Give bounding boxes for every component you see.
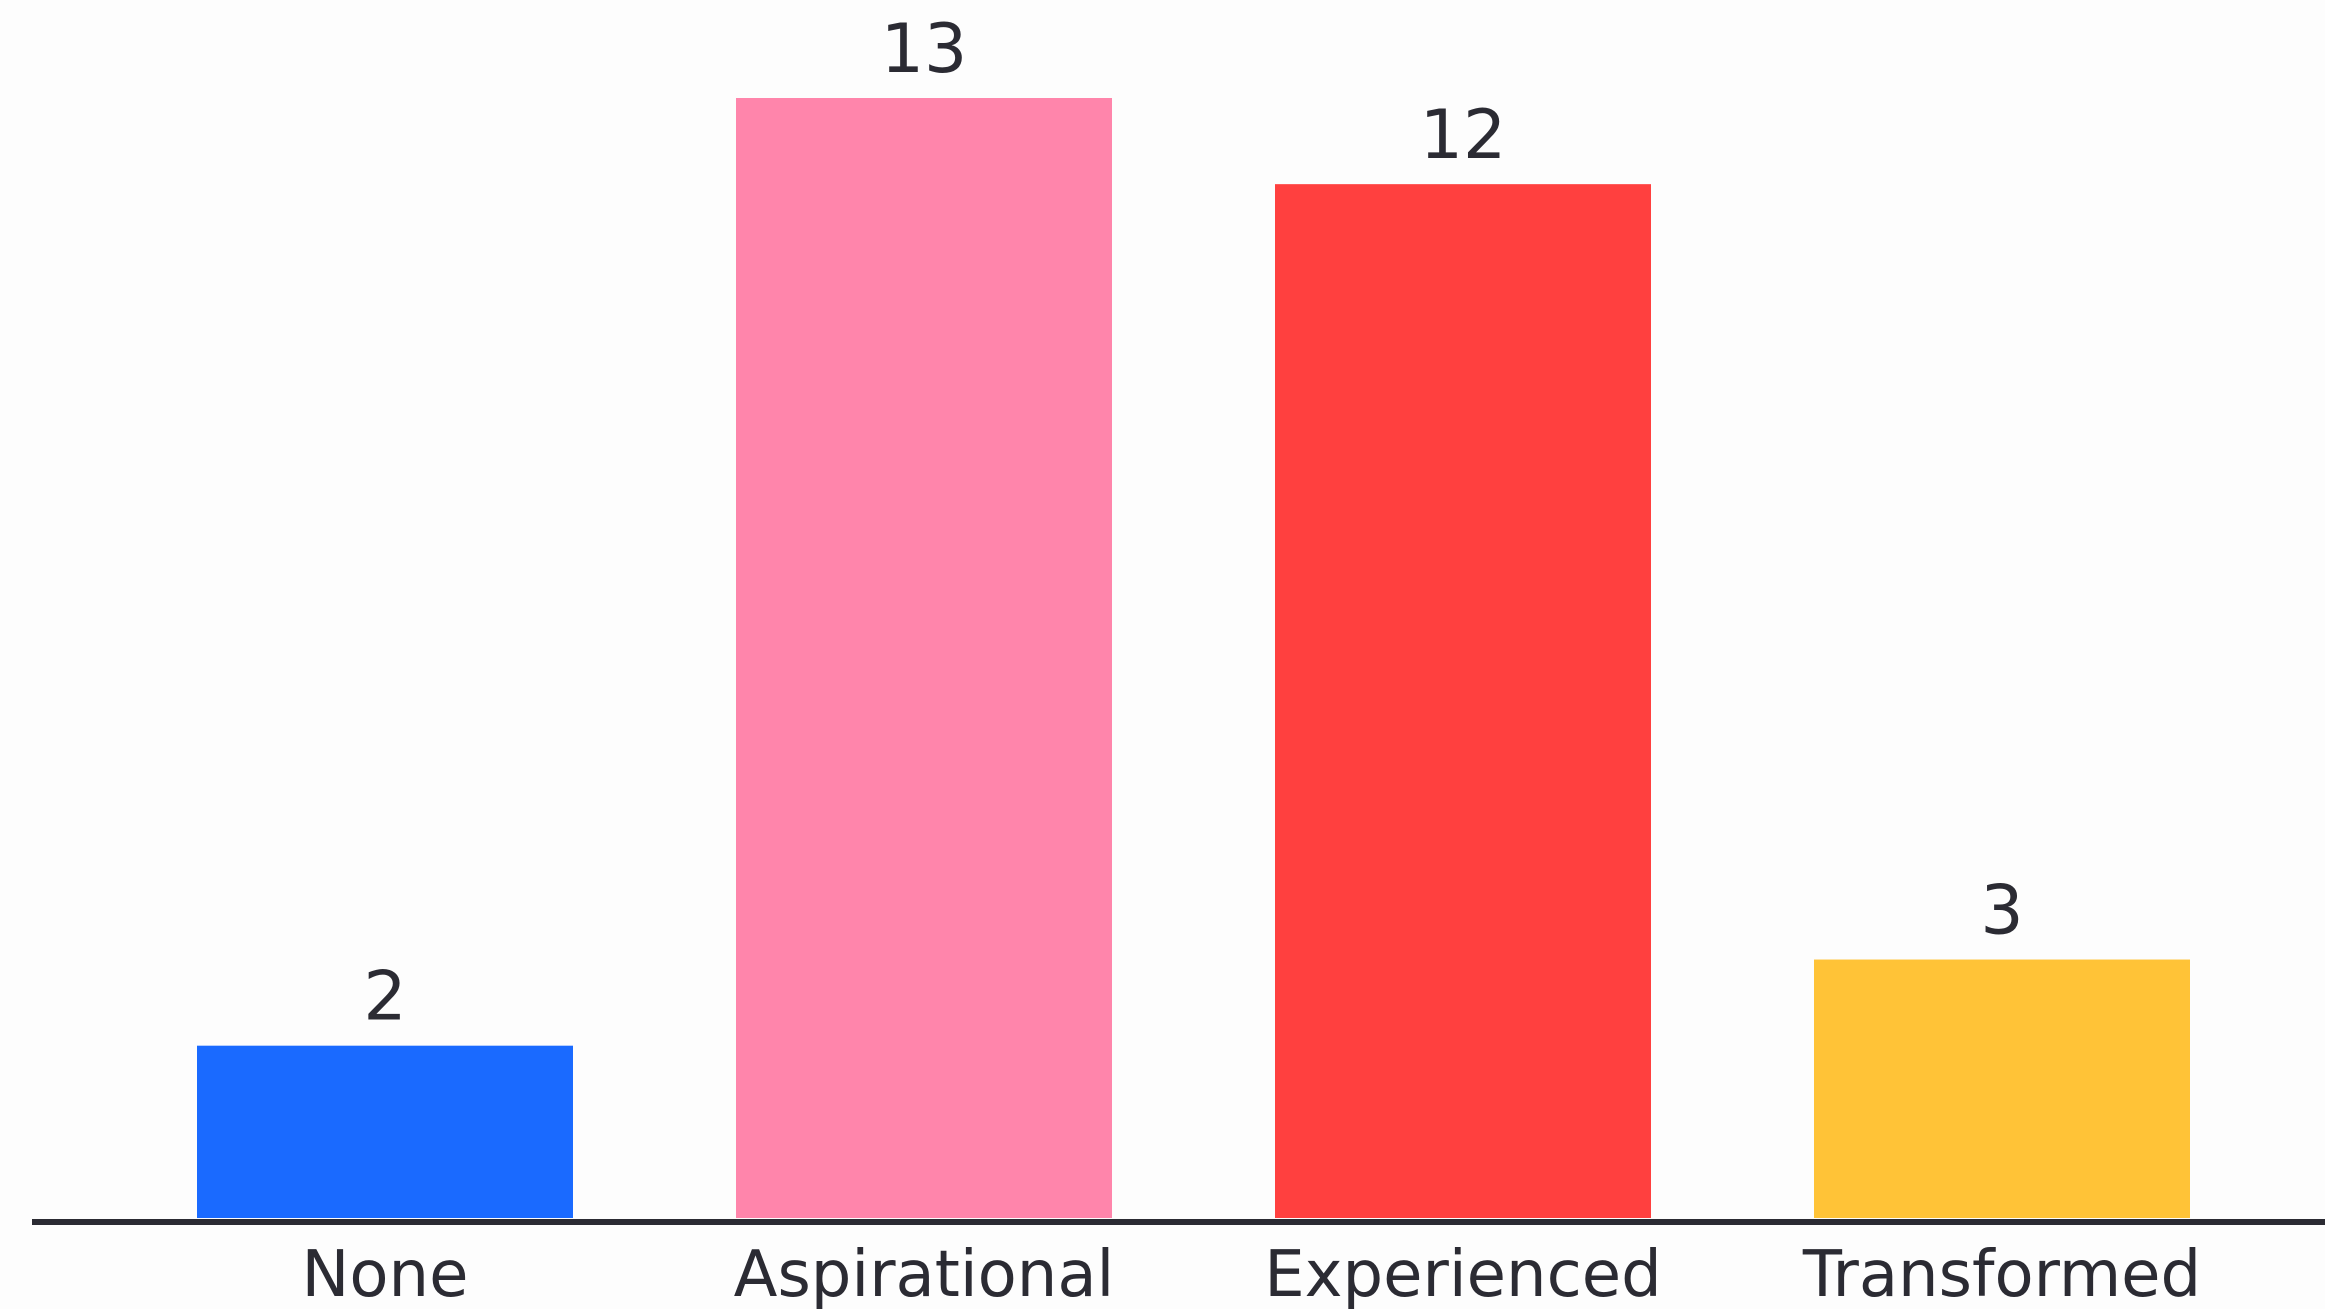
category-label-aspirational: Aspirational [734,1238,1115,1309]
bar-experienced [1275,184,1651,1219]
value-label-experienced: 12 [1420,96,1507,175]
bar-aspirational [736,98,1112,1218]
bar-transformed [1814,959,2190,1218]
bar-none [197,1045,573,1218]
category-label-none: None [302,1238,469,1309]
category-label-transformed: Transformed [1802,1238,2201,1309]
value-labels-group: 2 13 12 3 [363,10,2023,1037]
value-label-transformed: 3 [1980,872,2023,951]
category-labels-group: None Aspirational Experienced Transformed [302,1238,2202,1309]
category-label-experienced: Experienced [1264,1238,1662,1309]
value-label-none: 2 [363,958,406,1037]
bars-group [197,98,2190,1219]
value-label-aspirational: 13 [881,10,968,89]
